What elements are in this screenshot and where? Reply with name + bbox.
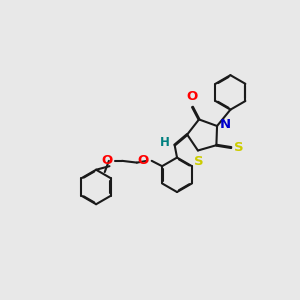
Text: S: S — [194, 155, 204, 168]
Text: O: O — [187, 90, 198, 104]
Text: S: S — [234, 141, 244, 154]
Text: N: N — [219, 118, 231, 131]
Text: O: O — [138, 154, 149, 167]
Text: O: O — [101, 154, 113, 167]
Text: H: H — [159, 136, 169, 149]
